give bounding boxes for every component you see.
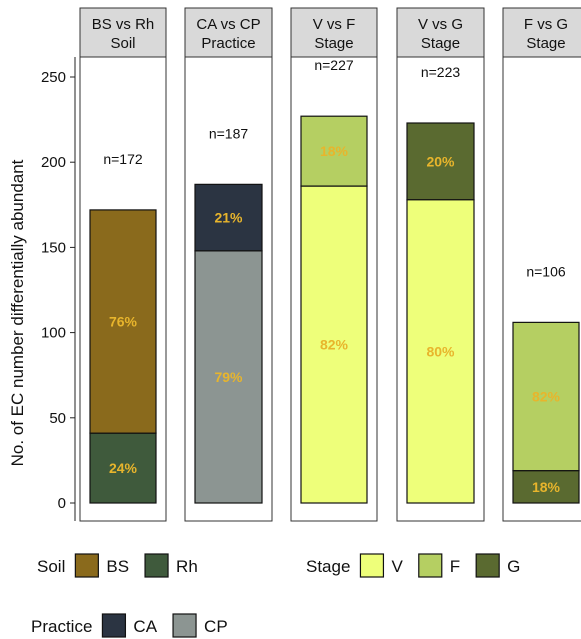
bar-percent-label: 82% [320,337,349,353]
legend-swatch-f [418,553,443,578]
facet-5: F vs G Stage 18% 82% n=106 [502,7,581,522]
legend-label-v: V [391,557,403,576]
bar-segment-ca [194,183,263,252]
legend-label-bs: BS [106,557,129,576]
bar-percent-label: 18% [532,479,561,495]
legend-title: Soil [37,557,65,576]
bar-segment-f [300,115,368,187]
bar-segment-g [406,122,475,201]
facet-strip-label: Practice [201,35,255,52]
facet-strip-label: F vs G [524,16,568,33]
bar-segment-v [406,199,475,504]
facet-strip-label: V vs G [418,16,463,33]
facet-n-label: n=187 [209,125,249,141]
y-tick-label-200: 200 [41,154,66,171]
y-tick-label-250: 250 [41,69,66,86]
facet-1: BS vs Rh Soil 24% 76% n=172 [79,7,167,522]
legend-group-stage: Stage V F G [306,553,520,578]
legend-label-cp: CP [204,617,228,636]
legend-title: Stage [306,557,350,576]
legend-group-soil: Soil BS Rh [37,553,198,578]
facet-3: V vs F Stage 82% 18% n=227 [290,7,378,522]
facet-4: V vs G Stage 80% 20% n=223 [396,7,485,522]
legend: Soil BS Rh Stage V F G Practice CA CP [31,553,520,638]
bar-percent-label: 24% [109,460,138,476]
bar-segment-v [300,185,368,504]
facet-n-label: n=106 [526,263,566,279]
legend-swatch-g [475,553,500,578]
facet-strip [502,7,581,58]
bar-percent-label: 76% [109,314,138,330]
facet-2: CA vs CP Practice 79% 21% n=187 [184,7,273,522]
facet-strip-label: Stage [314,35,353,52]
facet-strip-label: BS vs Rh [92,16,155,33]
facet-strip [184,7,273,58]
legend-swatch-rh [144,553,169,578]
y-tick-label-50: 50 [49,410,66,427]
bar-percent-label: 79% [214,369,243,385]
legend-title: Practice [31,617,92,636]
legend-label-f: F [450,557,460,576]
y-tick-label-0: 0 [58,495,66,512]
facet-n-label: n=223 [421,64,461,80]
bar-percent-label: 82% [532,389,561,405]
y-tick-label-100: 100 [41,325,66,342]
bar-segment-cp [194,250,263,504]
facet-strip-label: V vs F [313,16,356,33]
bar-percent-label: 21% [214,210,243,226]
legend-label-ca: CA [133,617,157,636]
bar-segment-rh [89,432,157,504]
facet-strip-label: Soil [110,35,135,52]
legend-swatch-ca [101,613,127,638]
bar-segment-bs [89,209,157,434]
legend-swatch-v [359,553,385,578]
facet-n-label: n=172 [103,151,143,167]
bar-segment-f [512,321,580,472]
legend-swatch-bs [74,553,99,578]
bar-percent-label: 80% [426,343,455,359]
bar-percent-label: 18% [320,143,349,159]
facet-strip-label: Stage [526,35,565,52]
y-axis: 0 50 100 150 200 250 [41,57,76,521]
facet-strip-label: Stage [421,35,460,52]
legend-label-g: G [507,557,520,576]
y-tick-label-150: 150 [41,239,66,256]
y-axis-label: No. of EC number differentially abundant [8,159,27,466]
legend-swatch-cp [172,613,197,638]
facet-strip-label: CA vs CP [196,16,260,33]
facets: BS vs Rh Soil 24% 76% n=172 CA vs CP Practice 7… [79,7,581,522]
legend-label-rh: Rh [176,557,198,576]
facet-strip [396,7,485,58]
bar-percent-label: 20% [426,153,455,169]
legend-group-practice: Practice CA CP [31,613,228,638]
bar-segment-g [512,470,580,504]
facet-n-label: n=227 [314,57,354,73]
